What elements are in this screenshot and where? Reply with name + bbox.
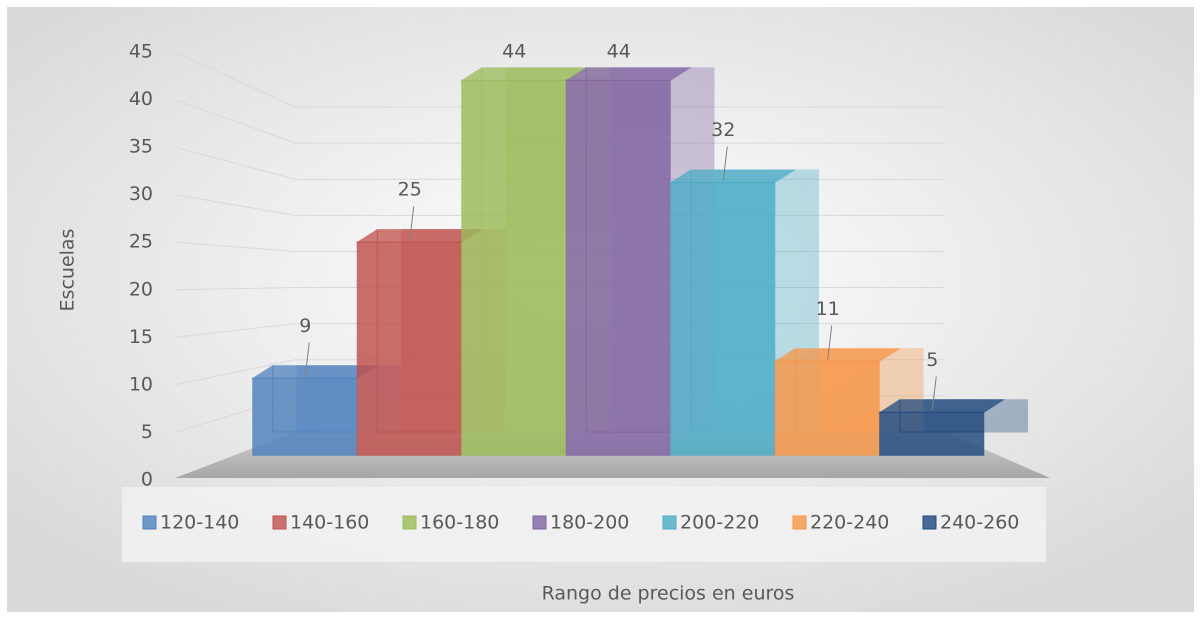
bar-top [669, 169, 797, 184]
y-tick-label: 20 [129, 278, 153, 300]
bar-front [565, 79, 671, 456]
legend-swatch [792, 515, 807, 530]
grid-line [174, 99, 945, 144]
y-tick-label: 40 [129, 88, 153, 110]
legend-swatch [142, 515, 157, 530]
y-tick-label: 35 [129, 136, 153, 158]
legend-label: 140-160 [290, 512, 369, 534]
bar-top [773, 348, 901, 362]
bar-top [878, 399, 1006, 413]
legend-swatch [922, 515, 937, 530]
legend-label: 160-180 [420, 512, 499, 534]
y-tick-label: 5 [141, 421, 153, 443]
legend-label: 180-200 [550, 512, 629, 534]
bar-top [564, 67, 692, 82]
leader-line [304, 342, 310, 377]
data-label: 44 [502, 41, 526, 63]
x-axis-title: Rango de precios en euros [542, 583, 795, 605]
legend-label: 200-220 [680, 512, 759, 534]
y-axis-title: Escuelas [57, 229, 79, 312]
y-tick-label: 45 [129, 41, 153, 63]
y-tick-label: 10 [129, 373, 153, 395]
legend-label: 120-140 [160, 512, 239, 534]
bar [773, 348, 924, 456]
bar-front [774, 360, 880, 456]
legend-swatch [662, 515, 677, 530]
bar-front [670, 181, 776, 456]
legend-swatch [272, 515, 287, 530]
data-label: 25 [398, 179, 422, 201]
data-label: 32 [711, 119, 735, 141]
leader-line [409, 206, 415, 241]
legend-swatch [532, 515, 547, 530]
legend-label: 220-240 [810, 512, 889, 534]
bar-front [252, 377, 358, 456]
bar-top [460, 67, 588, 82]
bar [669, 169, 819, 456]
bar-front [356, 241, 462, 456]
legend-swatch [402, 515, 417, 530]
y-tick-label: 0 [141, 469, 153, 491]
data-label: 11 [816, 298, 840, 320]
bar-front [879, 411, 985, 456]
leader-line [827, 325, 833, 360]
bar-front [461, 79, 567, 456]
bar [251, 365, 401, 456]
y-tick-label: 30 [129, 183, 153, 205]
data-label: 9 [299, 315, 311, 337]
legend-label: 240-260 [940, 512, 1019, 534]
y-tick-label: 15 [129, 326, 153, 348]
y-tick-label: 25 [129, 231, 153, 253]
grid-line [174, 51, 945, 108]
data-label: 44 [607, 41, 631, 63]
data-label: 5 [926, 349, 938, 371]
leader-line [931, 376, 937, 411]
leader-line [722, 146, 728, 181]
bar [878, 399, 1028, 456]
